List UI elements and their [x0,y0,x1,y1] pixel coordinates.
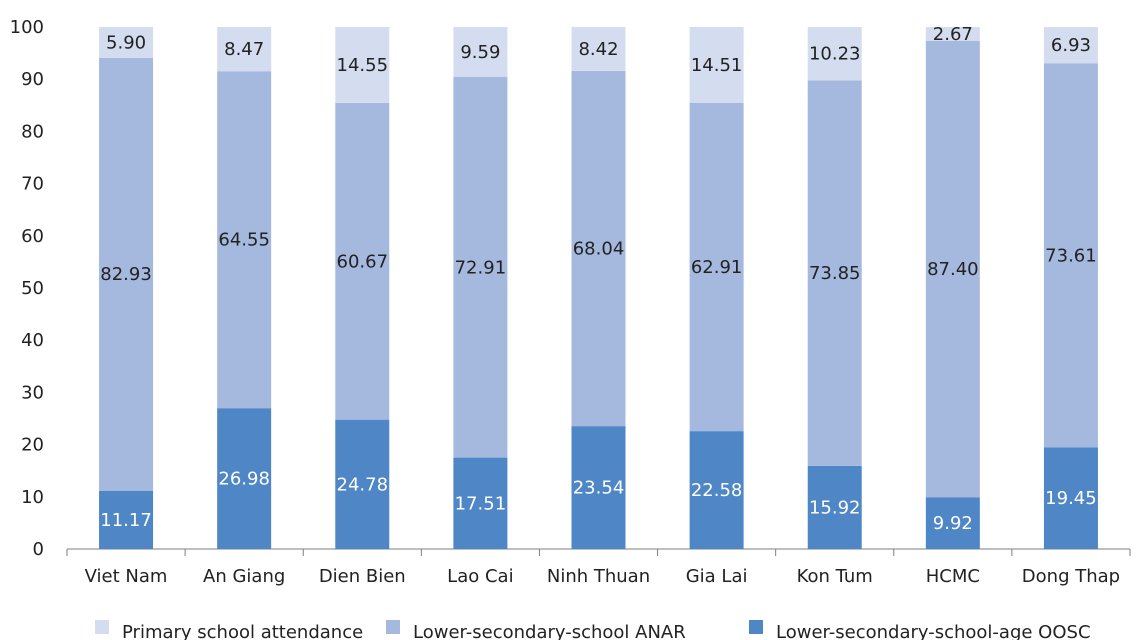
category-label: Ninh Thuan [547,566,650,587]
bar-segment [571,426,626,549]
y-tick-label: 70 [21,174,44,195]
bar-segment [925,40,980,498]
legend-swatch [386,620,400,634]
bar-segment [99,57,154,491]
bar-segment [217,27,272,72]
data-label: 19.45 [1045,488,1097,509]
y-tick-label: 100 [10,17,44,38]
bar-segment [335,27,390,103]
bar-segment [453,27,508,78]
y-tick-label: 80 [21,121,44,142]
bar-segment [335,419,390,549]
data-label: 17.51 [455,493,507,514]
y-tick-label: 30 [21,382,44,403]
data-label: 8.42 [578,39,618,60]
data-label: 72.91 [455,257,507,278]
y-tick-label: 20 [21,435,44,456]
bar-segment [571,27,626,71]
bar-segment [689,102,744,432]
data-label: 82.93 [100,264,152,285]
bar-segment [925,497,980,549]
bar-segment [1043,447,1098,549]
data-label: 8.47 [224,39,264,60]
bar-segment [1043,27,1098,64]
category-label: Gia Lai [686,566,748,587]
bar-segment [453,457,508,549]
bar-segment [453,77,508,458]
bar-segment [99,490,154,549]
data-label: 26.98 [218,469,270,490]
data-label: 22.58 [691,480,743,501]
data-label: 68.04 [573,239,625,260]
data-label: 62.91 [691,257,743,278]
data-label: 73.85 [809,263,861,284]
y-tick-label: 90 [21,69,44,90]
data-label: 9.92 [933,513,973,534]
category-label: HCMC [926,566,980,587]
category-label: An Giang [203,566,285,587]
legend: Primary school attendance Lower-secondary… [95,620,1091,640]
legend-swatch [749,620,763,634]
bar-segment [335,102,390,420]
y-tick-label: 0 [33,539,44,560]
bar-segment [925,27,980,41]
legend-swatch [95,620,109,634]
data-label: 87.40 [927,259,979,280]
data-label: 60.67 [337,251,389,272]
bar-segment [807,27,862,81]
bar-segment [689,431,744,549]
legend-label: Primary school attendance [122,622,363,640]
data-label: 24.78 [337,474,389,495]
data-label: 73.61 [1045,245,1097,266]
data-label: 14.51 [691,55,743,76]
y-tick-label: 10 [21,487,44,508]
bar-segment [217,408,272,549]
bar-segment [1043,63,1098,448]
bar-segment [99,27,154,58]
legend-label: Lower-secondary-school-age OOSC [776,622,1091,640]
y-tick-label: 40 [21,330,44,351]
bar-segment [689,27,744,103]
data-label: 64.55 [218,230,270,251]
data-label: 10.23 [809,44,861,65]
y-tick-label: 60 [21,226,44,247]
bar-segment [571,70,626,427]
y-tick-label: 50 [21,278,44,299]
category-label: Viet Nam [85,566,168,587]
category-label: Dong Thap [1022,566,1120,587]
data-label: 5.90 [106,32,146,53]
bars [99,27,1098,549]
category-label: Lao Cai [447,566,513,587]
bar-segment [807,80,862,466]
bar-segment [217,71,272,409]
data-label: 11.17 [100,510,152,531]
legend-label: Lower-secondary-school ANAR [413,622,686,640]
category-label: Dien Bien [319,566,406,587]
bar-segment [807,465,862,549]
data-label: 6.93 [1051,35,1091,56]
category-label: Kon Tum [797,566,873,587]
data-labels: 11.17 82.93 5.90 26.98 64.55 8.47 24.78 60.67 14… [100,24,1096,534]
data-label: 23.54 [573,478,625,499]
data-label: 2.67 [933,24,973,45]
data-label: 9.59 [460,42,500,63]
data-label: 15.92 [809,497,861,518]
data-label: 14.55 [337,55,389,76]
